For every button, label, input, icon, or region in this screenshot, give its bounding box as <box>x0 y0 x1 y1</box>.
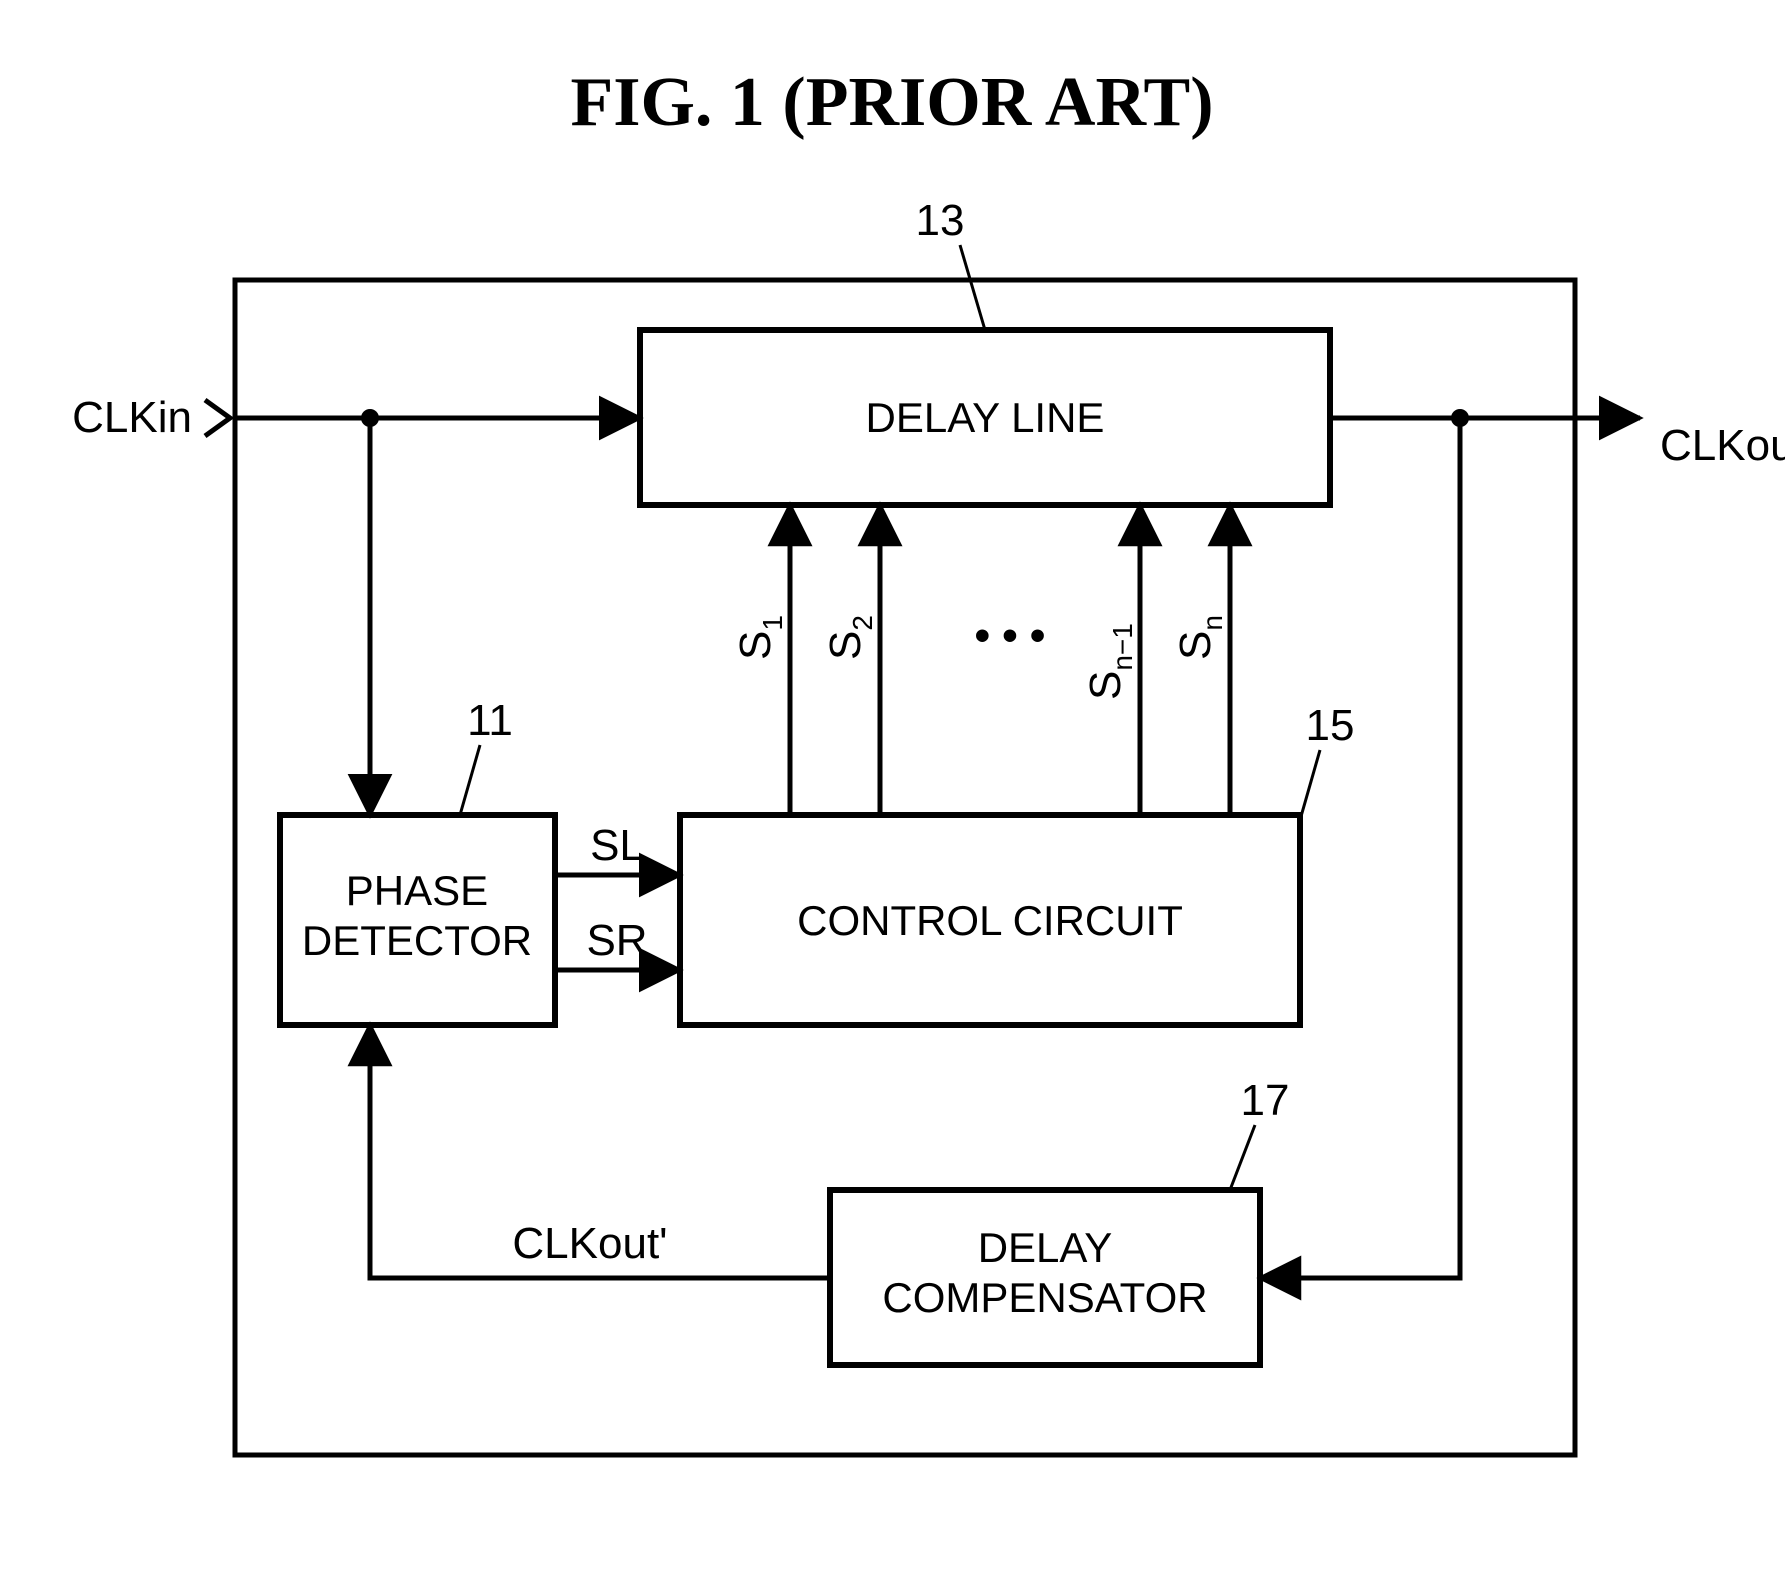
block-phase-detector-label-2: DETECTOR <box>302 917 532 964</box>
ref-label-11: 11 <box>467 696 513 745</box>
block-control-circuit-label: CONTROL CIRCUIT <box>797 897 1183 944</box>
clkin-label: CLKin <box>72 393 192 442</box>
block-delay-compensator-label-1: DELAY <box>978 1224 1113 1271</box>
sn1-label: S <box>1081 671 1130 700</box>
clkout-label: CLKout <box>1660 421 1785 470</box>
sn1-sub: n−1 <box>1107 623 1138 671</box>
sn-sub: n <box>1197 615 1228 631</box>
s2-label: S <box>821 631 870 660</box>
s1-label: S <box>731 631 780 660</box>
s-dots: • • • <box>975 611 1046 660</box>
ref-label-17: 17 <box>1241 1076 1290 1125</box>
clkin-port-icon <box>205 400 230 436</box>
sl-label: SL <box>590 821 644 870</box>
s1-sub: 1 <box>757 615 788 631</box>
sr-label: SR <box>586 916 647 965</box>
s2-sub: 2 <box>847 615 878 631</box>
figure-title: FIG. 1 (PRIOR ART) <box>570 64 1213 141</box>
block-delay-line-label: DELAY LINE <box>866 394 1105 441</box>
ref-label-15: 15 <box>1306 701 1355 750</box>
ref-label-13: 13 <box>916 196 965 245</box>
block-delay-compensator-label-2: COMPENSATOR <box>882 1274 1207 1321</box>
clkoutp-label: CLKout' <box>512 1219 667 1268</box>
sn-label: S <box>1171 631 1220 660</box>
block-phase-detector-label-1: PHASE <box>346 867 488 914</box>
